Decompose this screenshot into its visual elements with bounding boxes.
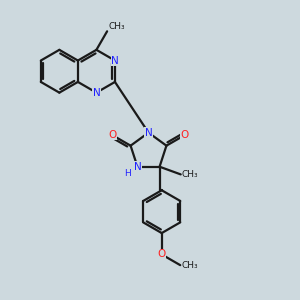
Text: CH₃: CH₃ — [182, 170, 199, 179]
Text: H: H — [124, 169, 131, 178]
Text: O: O — [181, 130, 189, 140]
Text: O: O — [158, 250, 166, 260]
Text: CH₃: CH₃ — [182, 261, 198, 270]
Text: N: N — [92, 88, 100, 98]
Text: N: N — [134, 162, 141, 172]
Text: N: N — [145, 128, 152, 138]
Text: CH₃: CH₃ — [109, 22, 125, 31]
Text: N: N — [111, 56, 119, 65]
Text: O: O — [108, 130, 116, 140]
